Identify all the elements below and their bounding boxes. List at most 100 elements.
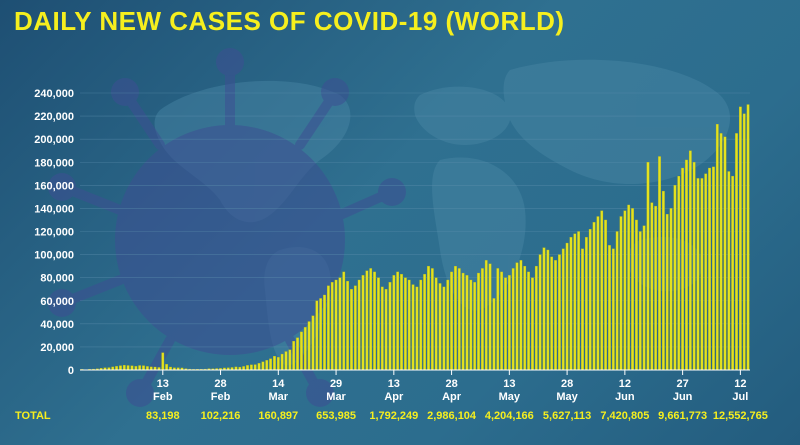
- bar: [554, 260, 557, 371]
- bar: [619, 216, 623, 371]
- bar: [430, 268, 434, 371]
- bar: [465, 275, 469, 371]
- bar: [353, 285, 357, 371]
- bar: [257, 363, 261, 371]
- bar: [688, 150, 692, 371]
- bar: [342, 271, 346, 371]
- total-value: 83,198: [146, 410, 180, 422]
- gridlines: [80, 92, 750, 371]
- bar: [596, 216, 600, 371]
- bar: [727, 171, 731, 371]
- bar: [477, 272, 480, 371]
- bar: [419, 279, 423, 371]
- total-value: 5,627,113: [543, 410, 591, 422]
- totals-row: TOTAL 83,198 102,216 160,897 653,985 1,792,24…: [15, 410, 768, 422]
- bar: [303, 327, 307, 371]
- bar: [742, 113, 746, 371]
- bar: [496, 268, 500, 371]
- x-tick-day: 13: [157, 378, 169, 390]
- bar: [323, 294, 326, 371]
- bar: [296, 337, 299, 371]
- x-tick-day: 14: [272, 378, 285, 390]
- x-tick-day: 13: [503, 378, 515, 390]
- bar: [350, 289, 353, 371]
- bar: [704, 173, 708, 371]
- total-value: 102,216: [201, 410, 241, 422]
- total-value: 9,661,773: [658, 410, 707, 422]
- bar: [307, 321, 311, 371]
- bar: [273, 355, 276, 371]
- bar: [446, 279, 450, 371]
- x-tick-month: Apr: [442, 391, 462, 403]
- bar: [577, 231, 581, 371]
- bar: [242, 366, 246, 371]
- bar: [411, 284, 415, 371]
- bar: [434, 277, 438, 371]
- bar: [357, 279, 361, 371]
- bar: [388, 282, 392, 371]
- bar: [292, 340, 296, 371]
- bar: [492, 298, 496, 371]
- bar: [484, 260, 488, 371]
- x-tick-day: 13: [388, 378, 400, 390]
- x-tick-day: 28: [445, 378, 457, 390]
- bar: [319, 298, 323, 371]
- bar: [550, 256, 554, 371]
- bar: [415, 286, 419, 371]
- bar: [600, 210, 604, 371]
- bar: [427, 265, 430, 371]
- bar: [665, 214, 669, 371]
- x-tick-month: Apr: [384, 391, 404, 403]
- virus-body: [115, 125, 345, 355]
- bar: [115, 366, 118, 371]
- bars: [80, 104, 750, 371]
- bar: [488, 263, 492, 371]
- bar: [631, 208, 634, 371]
- bar: [588, 229, 592, 371]
- bar: [346, 280, 349, 371]
- bar: [361, 275, 365, 371]
- bar: [611, 248, 615, 371]
- bar: [334, 279, 338, 371]
- y-tick-label: 200,000: [34, 134, 74, 146]
- bar: [142, 365, 145, 371]
- bar: [130, 365, 134, 371]
- virus-spike-heads: [48, 48, 406, 407]
- bar: [650, 202, 654, 371]
- y-tick-label: 100,000: [34, 250, 74, 262]
- bar: [261, 361, 265, 371]
- bar: [565, 242, 569, 371]
- x-tick-day: 28: [561, 378, 573, 390]
- bar: [284, 351, 288, 371]
- bar: [246, 365, 249, 371]
- bar: [311, 315, 315, 371]
- x-tick-day: 12: [619, 378, 631, 390]
- bar: [677, 175, 681, 371]
- bar: [469, 279, 473, 371]
- y-tick-label: 120,000: [34, 227, 74, 239]
- bar: [592, 222, 596, 371]
- bar: [573, 233, 577, 371]
- bar: [400, 274, 403, 371]
- bar: [604, 219, 607, 371]
- total-value: 160,897: [258, 410, 298, 422]
- bar: [407, 279, 411, 371]
- bar: [623, 210, 627, 371]
- y-tick-label: 80,000: [40, 273, 74, 285]
- bar: [473, 282, 477, 371]
- bar: [365, 270, 369, 371]
- x-tick-day: 27: [676, 378, 688, 390]
- bar: [404, 277, 407, 371]
- bar: [569, 237, 573, 371]
- bar: [138, 365, 142, 371]
- y-tick-label: 60,000: [40, 296, 74, 308]
- bar: [161, 352, 165, 371]
- bar: [500, 271, 503, 371]
- bar: [673, 185, 677, 371]
- bar: [538, 254, 542, 371]
- bar: [126, 365, 130, 371]
- bar: [438, 283, 442, 371]
- bar: [723, 136, 727, 371]
- total-value: 12,552,765: [713, 410, 768, 422]
- bar: [669, 208, 673, 371]
